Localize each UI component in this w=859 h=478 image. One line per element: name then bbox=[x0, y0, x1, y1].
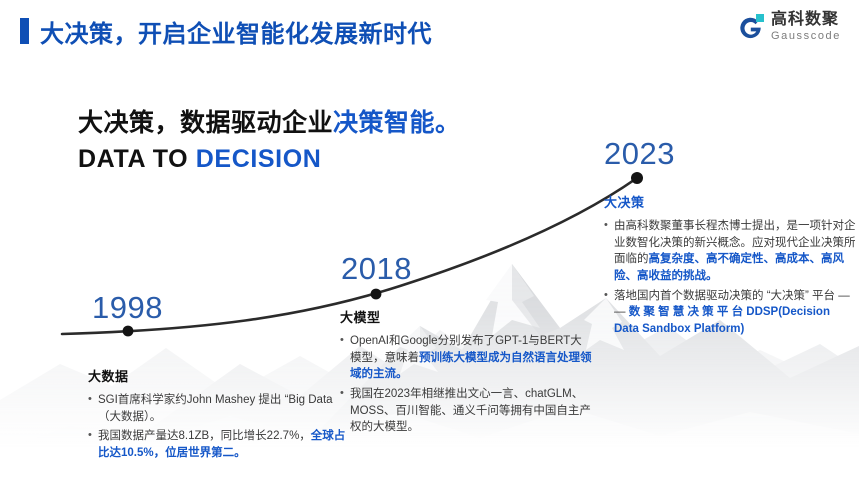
logo-accent-square bbox=[755, 13, 764, 22]
page-title: 大决策，开启企业智能化发展新时代 bbox=[40, 20, 432, 48]
bullet-plain-text: SGI首席科学家约John Mashey 提出 “Big Data（大数据）。 bbox=[98, 394, 333, 423]
bullet-text: 由高科数聚董事长程杰博士提出，是一项针对企业数智化决策的新兴概念。应对现代企业决… bbox=[614, 218, 856, 285]
headline-english: DATA TO DECISION bbox=[78, 145, 461, 174]
milestone-bullet: • OpenAI和Google分别发布了GPT-1与BERT大模型，意味着预训练大… bbox=[340, 333, 592, 383]
bullet-dot-icon: • bbox=[340, 334, 344, 346]
slide-header: 大决策，开启企业智能化发展新时代 bbox=[0, 0, 859, 62]
headline-en-plain: DATA TO bbox=[78, 145, 196, 174]
milestone-heading-1998: 大数据 bbox=[88, 369, 129, 384]
logo-name-cn: 高科数聚 bbox=[770, 11, 839, 28]
headline-cn-plain: 大决策，数据驱动企业 bbox=[78, 109, 334, 137]
bullet-text: OpenAI和Google分别发布了GPT-1与BERT大模型，意味着预训练大模… bbox=[350, 333, 592, 383]
logo-name-en: Gausscode bbox=[770, 30, 841, 42]
headline-en-highlight: DECISION bbox=[195, 145, 322, 174]
brand-logo: 高科数聚 Gausscode bbox=[737, 12, 841, 42]
milestone-bullet: • SGI首席科学家约John Mashey 提出 “Big Data（大数据）。 bbox=[88, 392, 346, 425]
milestone-bullets-2018: • OpenAI和Google分别发布了GPT-1与BERT大模型，意味着预训练大… bbox=[340, 333, 592, 436]
timeline-node-1998 bbox=[122, 325, 134, 337]
milestone-heading-2023: 大决策 bbox=[604, 195, 645, 210]
headline-chinese: 大决策，数据驱动企业决策智能。 bbox=[78, 108, 461, 139]
gausscode-g-logo-icon bbox=[737, 13, 764, 41]
bullet-plain-text: 我国数据产量达8.1ZB，同比增长22.7%， bbox=[98, 430, 311, 443]
bullet-highlight-text: 数 聚 智 慧 决 策 平 台 DDSP(Decision Data Sandb… bbox=[614, 306, 830, 336]
bullet-text: 落地国内首个数据驱动决策的 “大决策” 平台 — — 数 聚 智 慧 决 策 平… bbox=[614, 288, 856, 338]
milestone-column-2018: 大模型 • OpenAI和Google分别发布了GPT-1与BERT大模型，意味着… bbox=[340, 307, 592, 439]
milestone-bullet: • 我国数据产量达8.1ZB，同比增长22.7%，全球占比达10.5%，位居世界第… bbox=[88, 428, 346, 461]
year-label-2023: 2023 bbox=[604, 136, 675, 171]
logo-wordmark: 高科数聚 Gausscode bbox=[771, 12, 841, 42]
milestone-heading-2018: 大模型 bbox=[340, 310, 381, 325]
headline-block: 大决策，数据驱动企业决策智能。 DATA TO DECISION bbox=[78, 108, 461, 174]
bullet-text: 我国数据产量达8.1ZB，同比增长22.7%，全球占比达10.5%，位居世界第二… bbox=[98, 428, 346, 461]
bullet-plain-text: 我国在2023年相继推出文心一言、chatGLM、MOSS、百川智能、通义千问等… bbox=[350, 388, 591, 434]
milestone-column-1998: 大数据 • SGI首席科学家约John Mashey 提出 “Big Data（大… bbox=[88, 366, 346, 465]
bullet-dot-icon: • bbox=[88, 429, 92, 442]
milestone-bullet: • 我国在2023年相继推出文心一言、chatGLM、MOSS、百川智能、通义千问… bbox=[340, 386, 592, 436]
headline-cn-highlight: 决策智能。 bbox=[333, 109, 461, 137]
timeline-node-2018 bbox=[370, 288, 382, 300]
milestone-bullets-1998: • SGI首席科学家约John Mashey 提出 “Big Data（大数据）。… bbox=[88, 392, 346, 462]
bullet-dot-icon: • bbox=[604, 288, 608, 301]
bullet-highlight-text: 高复杂度、高不确定性、高成本、高风险、高收益的挑战。 bbox=[614, 253, 844, 283]
bullet-text: 我国在2023年相继推出文心一言、chatGLM、MOSS、百川智能、通义千问等… bbox=[350, 386, 592, 436]
bullet-dot-icon: • bbox=[604, 219, 608, 231]
milestone-bullet: • 落地国内首个数据驱动决策的 “大决策” 平台 — — 数 聚 智 慧 决 策 … bbox=[604, 288, 856, 338]
milestone-bullets-2023: • 由高科数聚董事长程杰博士提出，是一项针对企业数智化决策的新兴概念。应对现代企业… bbox=[604, 218, 856, 338]
title-marker-bar bbox=[20, 18, 29, 44]
timeline-node-2023 bbox=[631, 172, 643, 184]
bullet-text: SGI首席科学家约John Mashey 提出 “Big Data（大数据）。 bbox=[98, 392, 346, 425]
year-label-2018: 2018 bbox=[341, 251, 412, 286]
bullet-dot-icon: • bbox=[88, 393, 92, 405]
bullet-dot-icon: • bbox=[340, 387, 344, 400]
year-label-1998: 1998 bbox=[92, 290, 163, 325]
milestone-column-2023: 大决策 • 由高科数聚董事长程杰博士提出，是一项针对企业数智化决策的新兴概念。应对… bbox=[604, 192, 856, 341]
milestone-bullet: • 由高科数聚董事长程杰博士提出，是一项针对企业数智化决策的新兴概念。应对现代企业… bbox=[604, 218, 856, 285]
